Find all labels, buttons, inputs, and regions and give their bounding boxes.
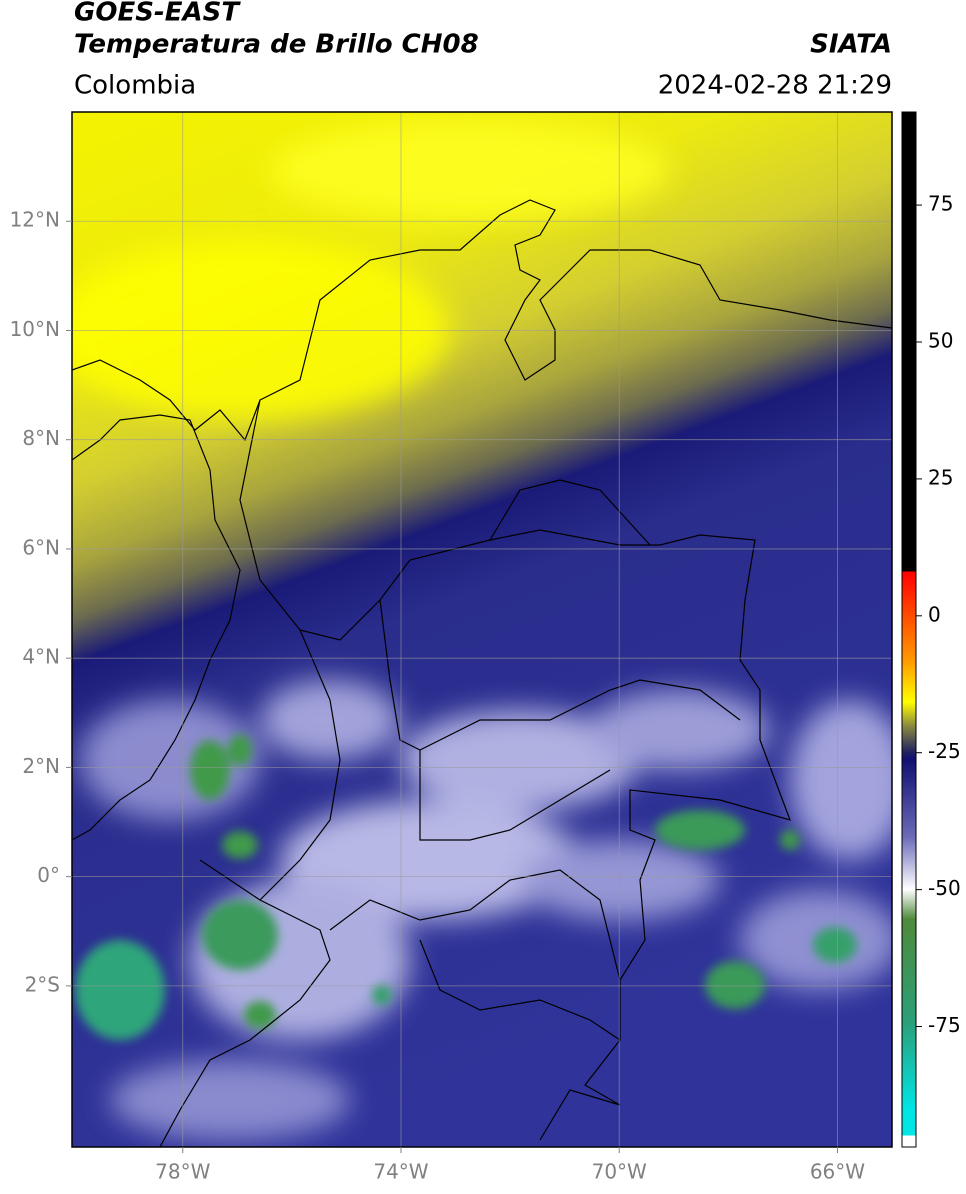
colorbar <box>901 111 917 1148</box>
colorbar-tick-label: 0 <box>928 602 941 626</box>
x-tick-label: 74°W <box>373 1160 428 1184</box>
y-tick-label: 2°S <box>25 972 60 996</box>
colorbar-tick-label: 75 <box>928 192 953 216</box>
colorbar-tick-label: -75 <box>928 1013 961 1037</box>
agency: SIATA <box>810 30 892 60</box>
y-tick-label: 6°N <box>22 535 60 559</box>
region: Colombia <box>74 71 196 101</box>
map-frame <box>71 111 893 1148</box>
y-tick-label: 12°N <box>10 208 60 232</box>
datetime: 2024-02-28 21:29 <box>658 71 892 101</box>
y-tick-label: 10°N <box>10 317 60 341</box>
x-tick-label: 70°W <box>592 1160 647 1184</box>
colorbar-tick-label: 25 <box>928 465 953 489</box>
y-tick-label: 2°N <box>22 754 60 778</box>
colorbar-tick-label: 50 <box>928 329 953 353</box>
x-tick-label: 66°W <box>810 1160 865 1184</box>
y-tick-label: 4°N <box>22 645 60 669</box>
y-tick-label: 8°N <box>22 426 60 450</box>
colorbar-tick-label: -25 <box>928 739 961 763</box>
colorbar-tick-label: -50 <box>928 876 961 900</box>
satellite-image <box>72 112 892 1147</box>
x-tick-label: 78°W <box>155 1160 210 1184</box>
y-tick-label: 0° <box>37 863 60 887</box>
product: Temperatura de Brillo CH08 <box>74 30 479 60</box>
satellite: GOES-EAST <box>74 0 241 28</box>
